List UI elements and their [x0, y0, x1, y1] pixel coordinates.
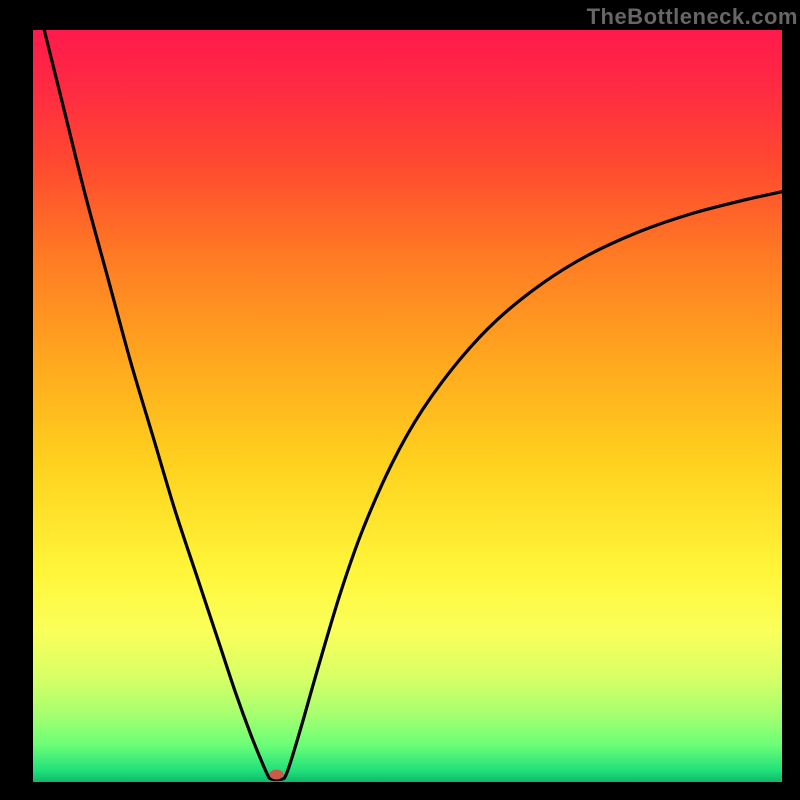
- minimum-marker: [269, 769, 283, 779]
- bottleneck-chart: [0, 0, 800, 800]
- watermark-text: TheBottleneck.com: [587, 4, 798, 30]
- chart-svg: [0, 0, 800, 800]
